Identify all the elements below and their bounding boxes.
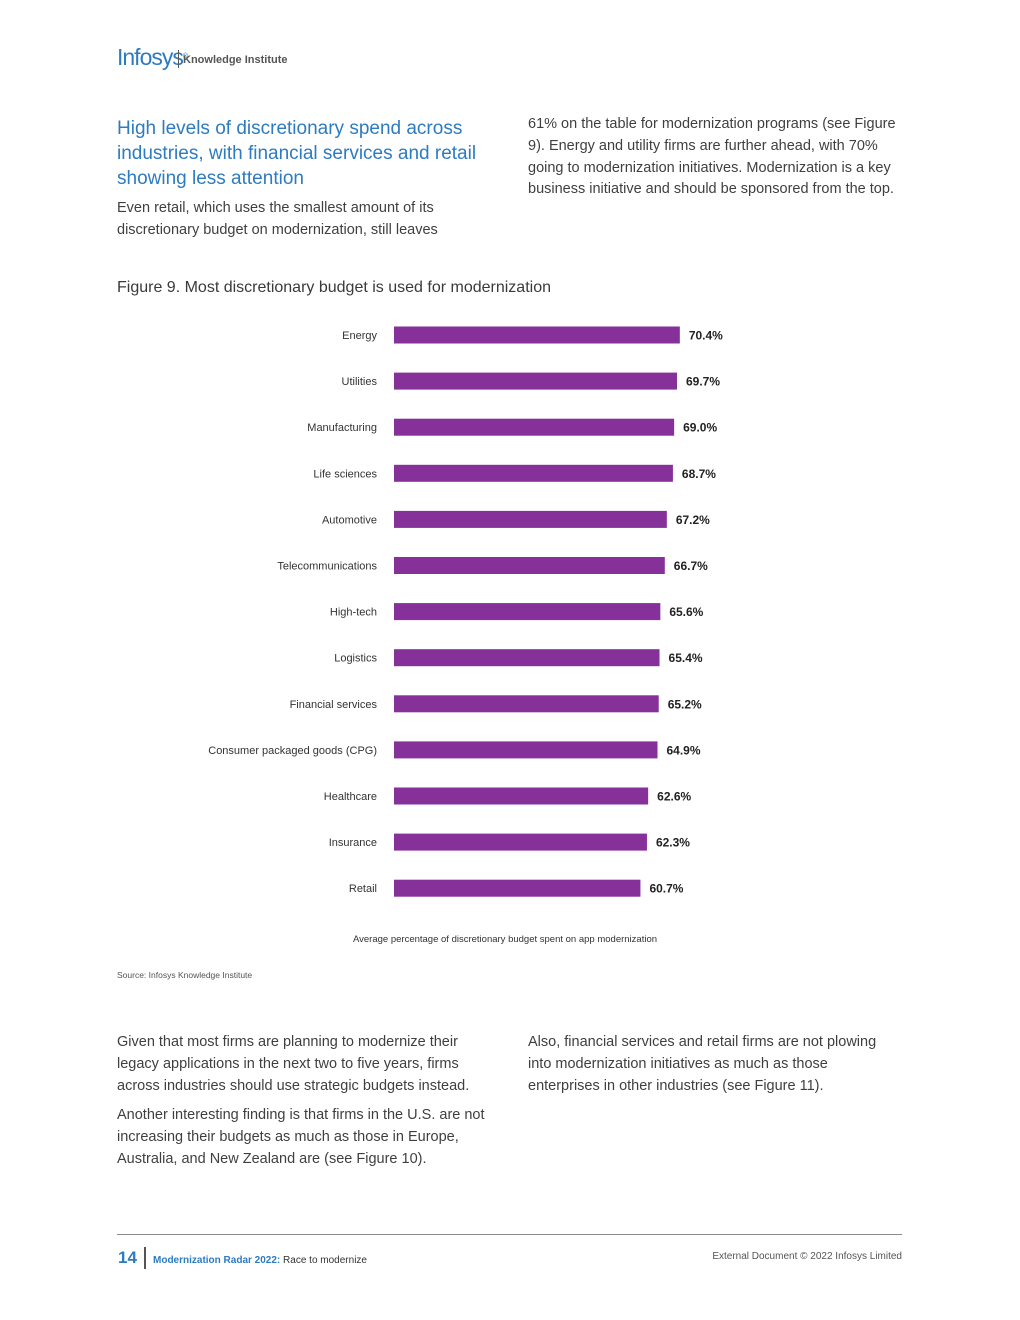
bar [394, 603, 661, 621]
data-label: 62.3% [656, 836, 690, 850]
footer-title-accent: Modernization Radar 2022: [153, 1255, 281, 1266]
logo-subtitle: Knowledge Institute [183, 54, 288, 66]
data-label: 62.6% [657, 790, 691, 804]
category-label: High-tech [330, 607, 377, 619]
footer-document-title: Modernization Radar 2022: Race to modern… [153, 1254, 367, 1268]
footer-title-rest: Race to modernize [280, 1255, 367, 1266]
bar [394, 833, 647, 851]
page-number-divider [144, 1247, 146, 1269]
figure-title: Figure 9. Most discretionary budget is u… [117, 279, 551, 296]
category-label: Healthcare [324, 791, 377, 803]
bar [394, 695, 659, 713]
bar [394, 510, 667, 528]
bottom-right-paragraph-1: Also, financial services and retail firm… [528, 1034, 877, 1094]
bottom-left-paragraph-2: Another interesting finding is that firm… [117, 1107, 485, 1167]
category-label: Utilities [342, 376, 378, 388]
data-label: 70.4% [689, 329, 723, 343]
category-label: Insurance [329, 837, 377, 849]
data-label: 69.0% [683, 421, 717, 435]
data-label: 60.7% [649, 882, 683, 896]
bar [394, 464, 673, 482]
bar [394, 326, 680, 344]
data-label: 67.2% [676, 513, 710, 527]
bottom-left-column: Given that most firms are planning to mo… [117, 1032, 497, 1179]
category-label: Energy [342, 330, 377, 342]
category-label: Life sciences [313, 468, 377, 480]
category-label: Consumer packaged goods (CPG) [208, 745, 377, 757]
data-label: 69.7% [686, 375, 720, 389]
data-label: 65.4% [669, 651, 703, 665]
data-label: 65.6% [669, 605, 703, 619]
category-label: Telecommunications [277, 561, 377, 573]
intro-right-text: 61% on the table for modernization progr… [528, 116, 896, 198]
category-label: Logistics [334, 653, 377, 665]
category-label: Automotive [322, 514, 377, 526]
data-label: 68.7% [682, 467, 716, 481]
bar [394, 557, 665, 574]
bar-chart: Energy 70.4% Utilities 69.7% Manufacturing 69… [208, 326, 723, 897]
chart-x-axis-label: Average percentage of discretionary budg… [352, 934, 658, 945]
section-heading: High levels of discretionary spend acros… [117, 118, 477, 189]
logo-registered-mark: ® [182, 53, 188, 60]
category-label: Manufacturing [307, 422, 377, 434]
intro-left-text: Even retail, which uses the smallest amo… [117, 200, 438, 238]
page-number: 14 [118, 1248, 137, 1267]
logo-divider [178, 50, 179, 68]
data-label: 66.7% [674, 559, 708, 573]
category-label: Retail [349, 883, 377, 895]
footer-copyright: External Document © 2022 Infosys Limited [712, 1251, 902, 1262]
footer-rule [117, 1234, 902, 1235]
data-label: 64.9% [666, 743, 700, 757]
figure-source: Source: Infosys Knowledge Institute [117, 970, 253, 980]
infosys-logo: Infosys® [117, 44, 188, 70]
bar [394, 372, 677, 390]
data-label: 65.2% [668, 697, 702, 711]
bar [394, 649, 660, 667]
logo-text: Infosys [117, 44, 184, 70]
bar [394, 418, 675, 436]
bar [394, 787, 649, 805]
bottom-right-column: Also, financial services and retail firm… [528, 1032, 903, 1105]
bar [394, 879, 641, 897]
category-label: Financial services [290, 699, 378, 711]
bar [394, 741, 658, 759]
bottom-left-paragraph-1: Given that most firms are planning to mo… [117, 1034, 470, 1094]
